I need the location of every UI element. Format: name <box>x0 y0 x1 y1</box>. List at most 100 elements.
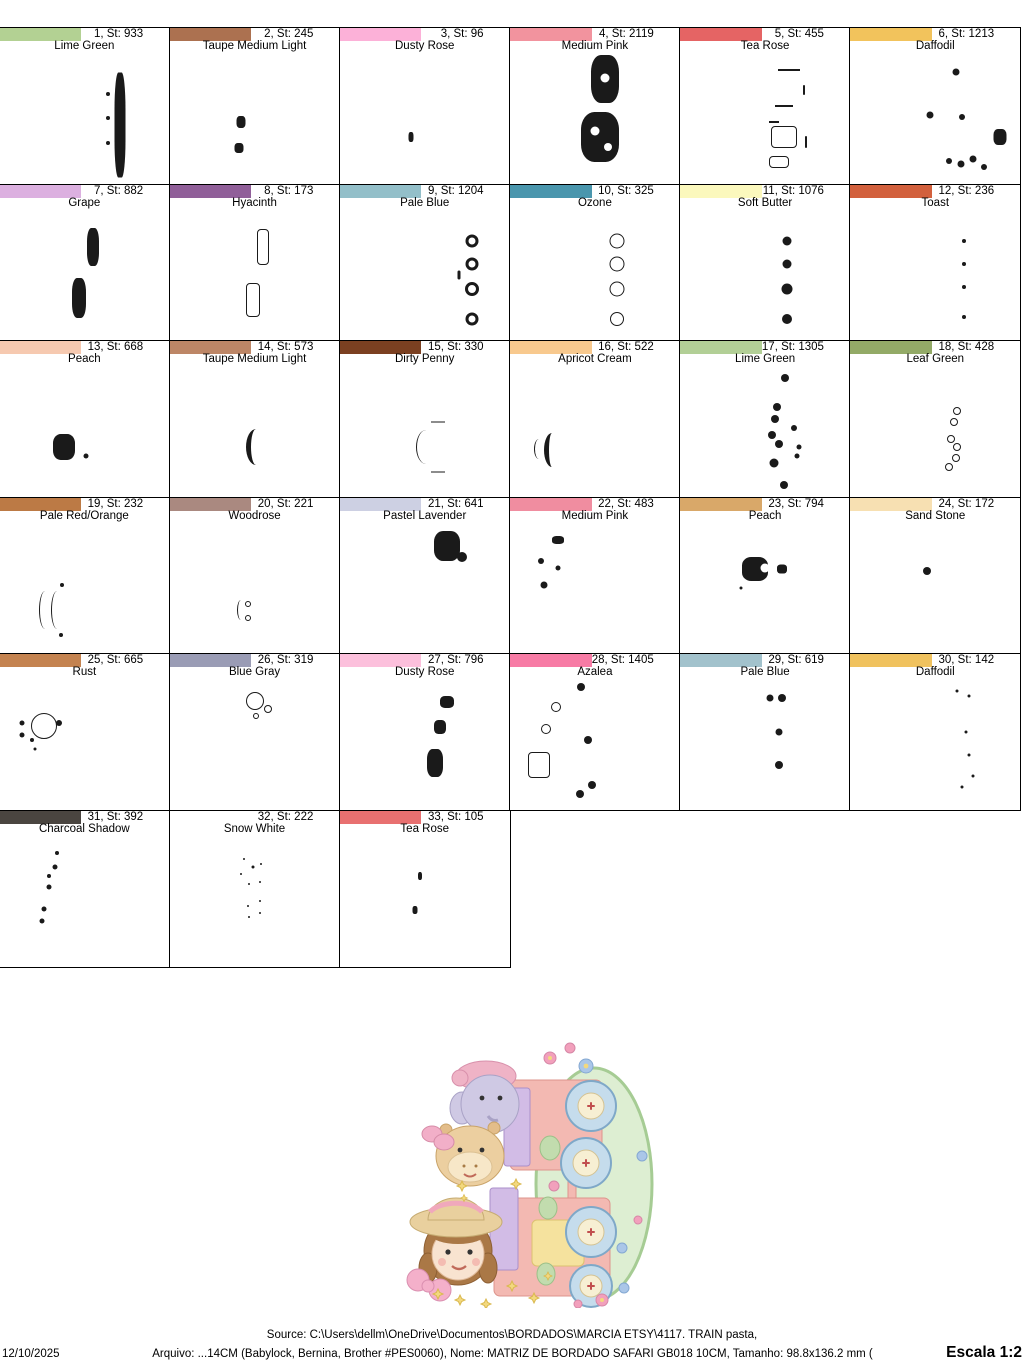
stitch-preview <box>0 341 169 497</box>
color-swatch <box>169 654 252 667</box>
leaf-cluster <box>539 1135 561 1161</box>
stitch-preview <box>340 28 510 184</box>
color-block-6: 6, St: 1213 Daffodil <box>849 27 1022 185</box>
thread-color-name: Daffodil <box>915 666 955 678</box>
color-block-19: 19, St: 232 Pale Red/Orange <box>0 496 171 655</box>
thread-color-name: Charcoal Shadow <box>38 822 130 835</box>
stitch-count-label: 11, St: 1076 <box>762 184 824 197</box>
stitch-count-label: 13, St: 668 <box>87 341 144 353</box>
grid-row: 13, St: 668 Peach 14, St: 573 Taupe Medium … <box>0 340 1022 498</box>
color-swatch <box>0 810 81 824</box>
color-block-7: 7, St: 882 Grape <box>0 183 171 342</box>
thread-color-name: Lime Green <box>54 40 115 52</box>
stitch-count-label: 28, St: 1405 <box>591 654 654 666</box>
thread-color-name: Apricot Cream <box>558 353 632 365</box>
file-info-line: Arquivo: ...14CM (Babylock, Bernina, Bro… <box>152 1348 873 1360</box>
color-swatch <box>0 497 81 511</box>
color-swatch <box>510 654 592 667</box>
thread-color-name: Woodrose <box>228 509 281 522</box>
thread-color-name: Pastel Lavender <box>383 509 467 522</box>
thread-color-name: Pale Red/Orange <box>39 509 129 522</box>
date-label: 12/10/2025 <box>2 1348 60 1360</box>
flowers <box>543 1042 648 1308</box>
color-swatch <box>680 497 762 511</box>
color-block-11: 11, St: 1076 Soft Butter <box>679 183 851 342</box>
stitch-count-label: 26, St: 319 <box>257 654 314 666</box>
stitch-preview <box>340 811 510 967</box>
color-swatch <box>510 184 592 198</box>
color-swatch <box>169 497 252 511</box>
color-block-16: 16, St: 522 Apricot Cream <box>509 340 681 498</box>
color-block-30: 30, St: 142 Daffodil <box>849 653 1022 811</box>
stitch-count-label: 7, St: 882 <box>93 184 144 197</box>
thread-color-name: Pale Blue <box>740 666 790 678</box>
color-block-5: 5, St: 455 Tea Rose <box>679 27 851 185</box>
hat-band <box>428 1200 484 1214</box>
stitch-count-label: 16, St: 522 <box>598 341 654 353</box>
color-swatch <box>850 28 932 41</box>
grid-row: 7, St: 882 Grape 8, St: 173 Hyacinth 9, St: … <box>0 183 1022 342</box>
stitch-preview <box>850 654 1020 810</box>
color-swatch <box>339 497 422 511</box>
thread-color-name: Tea Rose <box>740 40 790 52</box>
color-block-10: 10, St: 325 Ozone <box>509 183 681 342</box>
stitch-count-label: 32, St: 222 <box>257 810 314 823</box>
girl-character <box>406 1197 503 1302</box>
color-swatch <box>680 28 762 41</box>
thread-color-name: Toast <box>921 196 950 209</box>
color-block-32: 32, St: 222 Snow White <box>168 809 341 968</box>
thread-color-name: Blue Gray <box>228 666 281 678</box>
stitch-preview <box>0 185 169 341</box>
stitch-preview <box>510 498 680 654</box>
stitch-preview <box>510 654 680 810</box>
stitch-count-label: 24, St: 172 <box>938 497 995 510</box>
color-swatch <box>0 341 81 354</box>
grid-row: 19, St: 232 Pale Red/Orange 20, St: 221 Woo… <box>0 496 1022 655</box>
stitch-count-label: 20, St: 221 <box>257 497 314 510</box>
stitch-preview <box>680 28 850 184</box>
thread-color-name: Azalea <box>577 666 613 678</box>
color-block-14: 14, St: 573 Taupe Medium Light <box>168 340 341 498</box>
stitch-count-label: 31, St: 392 <box>87 810 144 823</box>
stitch-count-label: 21, St: 641 <box>427 497 484 510</box>
stitch-count-label: 23, St: 794 <box>768 497 824 510</box>
stitch-count-label: 15, St: 330 <box>427 341 484 353</box>
stitch-count-label: 17, St: 1305 <box>761 341 824 353</box>
stitch-preview <box>170 498 340 654</box>
elephant-bow <box>451 1069 469 1087</box>
thread-color-name: Soft Butter <box>737 196 793 209</box>
color-block-4: 4, St: 2119 Medium Pink <box>509 27 681 185</box>
color-swatch <box>339 184 422 198</box>
thread-color-name: Taupe Medium Light <box>202 353 307 365</box>
stitch-preview <box>850 498 1020 654</box>
color-swatch <box>339 654 422 667</box>
color-swatch <box>850 654 932 667</box>
color-block-13: 13, St: 668 Peach <box>0 340 171 498</box>
thread-color-name: Rust <box>72 666 97 678</box>
stitch-preview <box>170 185 340 341</box>
stitch-preview <box>340 341 510 497</box>
stitch-preview <box>340 185 510 341</box>
thread-color-name: Peach <box>748 509 782 522</box>
stitch-count-label: 6, St: 1213 <box>938 28 995 40</box>
stitch-preview <box>510 185 680 341</box>
color-swatch <box>510 497 592 511</box>
stitch-count-label: 27, St: 796 <box>427 654 484 666</box>
stitch-preview <box>0 811 169 967</box>
color-block-33: 33, St: 105 Tea Rose <box>338 809 511 968</box>
color-block-25: 25, St: 665 Rust <box>0 653 171 811</box>
thread-color-name: Ozone <box>577 196 612 209</box>
stitch-preview <box>340 654 510 810</box>
color-swatch <box>0 184 81 198</box>
thread-color-name: Leaf Green <box>906 353 965 365</box>
thread-color-grid: 1, St: 933 Lime Green 2, St: 245 Taupe Medi… <box>0 27 1022 968</box>
stitch-preview <box>850 185 1020 341</box>
color-swatch <box>510 28 592 41</box>
thread-color-name: Dusty Rose <box>395 666 455 678</box>
color-block-26: 26, St: 319 Blue Gray <box>168 653 341 811</box>
stitch-count-label: 19, St: 232 <box>87 497 144 510</box>
girl-bow <box>406 1268 452 1302</box>
thread-color-name: Daffodil <box>915 40 955 52</box>
stitch-preview <box>680 341 850 497</box>
